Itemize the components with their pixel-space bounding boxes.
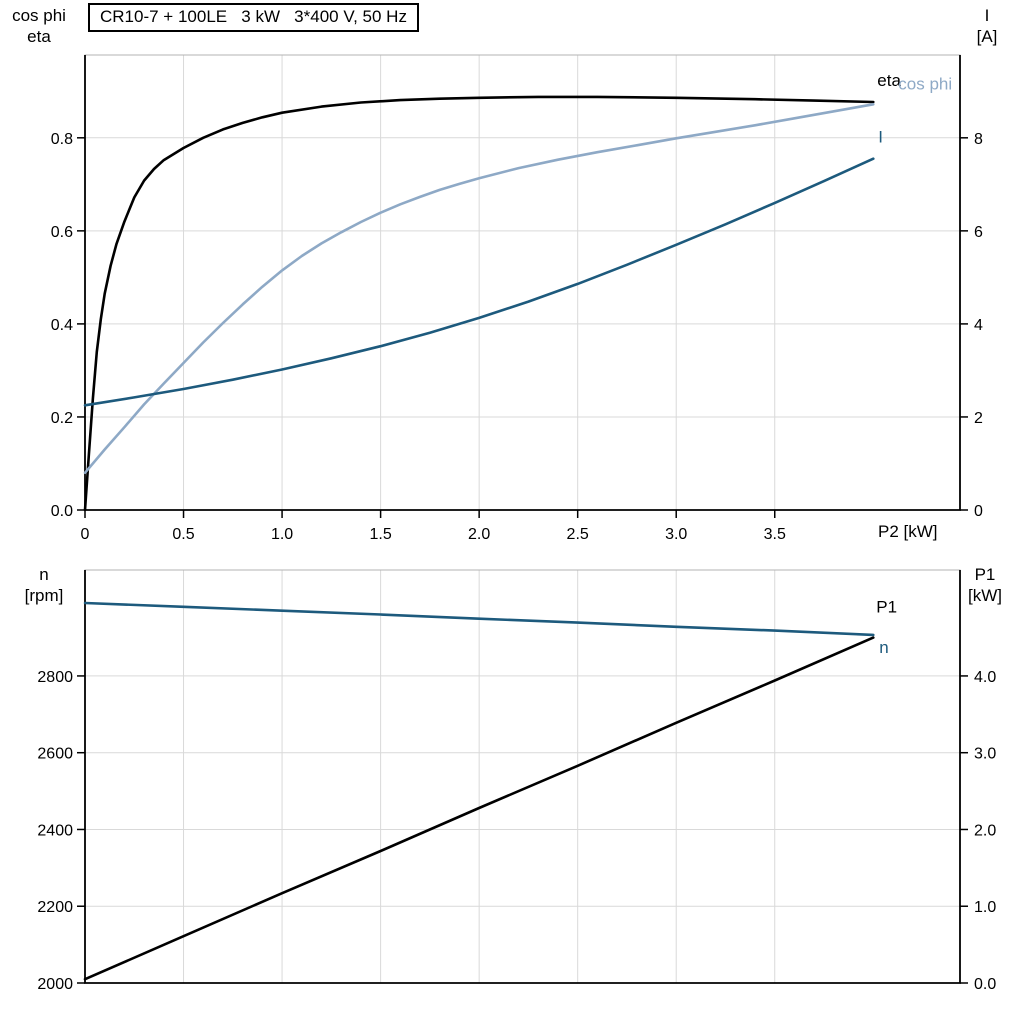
left-tick-label: 2000 bbox=[37, 976, 73, 993]
series-label-P1: P1 bbox=[876, 598, 897, 617]
right-tick-label: 1.0 bbox=[974, 899, 996, 916]
series-label-eta: eta bbox=[877, 71, 901, 90]
series-curve-n bbox=[83, 601, 875, 637]
x-tick-label: 0 bbox=[81, 526, 90, 543]
x-tick-label: 1.0 bbox=[271, 526, 293, 543]
chart-title-box: CR10-7 + 100LE 3 kW 3*400 V, 50 Hz bbox=[88, 3, 419, 32]
left-tick-label: 0.0 bbox=[51, 503, 73, 520]
top-chart-x-axis-title: P2 [kW] bbox=[878, 522, 938, 541]
plot-frame bbox=[84, 54, 961, 511]
right-tick-label: 6 bbox=[974, 224, 983, 241]
x-tick-label: 1.5 bbox=[369, 526, 391, 543]
right-tick-label: 4.0 bbox=[974, 669, 996, 686]
right-tick-label: 0.0 bbox=[974, 976, 996, 993]
x-tick-label: 0.5 bbox=[172, 526, 194, 543]
left-tick-label: 2400 bbox=[37, 822, 73, 839]
left-tick-label: 2200 bbox=[37, 899, 73, 916]
series-curve-cos-phi bbox=[83, 103, 875, 475]
gridlines bbox=[85, 55, 960, 510]
right-tick-label: 4 bbox=[974, 317, 983, 334]
left-tick-label: 2800 bbox=[37, 669, 73, 686]
left-tick-label: 0.4 bbox=[51, 317, 73, 334]
right-tick-label: 2.0 bbox=[974, 822, 996, 839]
left-tick-label: 2600 bbox=[37, 746, 73, 763]
axis-lines bbox=[84, 55, 961, 511]
tick-labels: 0.0 0.2 0.4 0.6 0.8 0 2 4 6 8 0 0.5 1.0 1.5 2.0 2.5 3.0 3… bbox=[51, 131, 983, 543]
x-tick-label: 2.5 bbox=[567, 526, 589, 543]
left-tick-label: 0.6 bbox=[51, 224, 73, 241]
speed-power-curves: 2000 2200 2400 2600 2800 0.0 1.0 2.0 3.0 4.0 n P1 bbox=[37, 569, 996, 993]
top-chart-left-axis-title: cos phi eta bbox=[12, 6, 66, 46]
right-tick-label: 3.0 bbox=[974, 746, 996, 763]
right-tick-label: 2 bbox=[974, 410, 983, 427]
right-tick-label: 0 bbox=[974, 503, 983, 520]
electrical-curves: 0.0 0.2 0.4 0.6 0.8 0 2 4 6 8 0 0.5 1.0 1.5 2.0 2.5 3.0 3… bbox=[51, 54, 983, 543]
bottom-chart-left-axis-title: n [rpm] bbox=[24, 565, 64, 605]
series-curve-eta bbox=[83, 95, 875, 512]
right-tick-label: 8 bbox=[974, 131, 983, 148]
x-tick-label: 3.5 bbox=[764, 526, 786, 543]
left-tick-label: 0.8 bbox=[51, 131, 73, 148]
left-tick-label: 0.2 bbox=[51, 410, 73, 427]
series-label-n: n bbox=[879, 638, 888, 657]
series-curve-P1 bbox=[83, 636, 875, 981]
gridlines bbox=[85, 570, 960, 983]
x-tick-label: 2.0 bbox=[468, 526, 490, 543]
series-label-cos-phi: cos phi bbox=[898, 74, 952, 93]
top-chart-right-axis-title: I [A] bbox=[976, 6, 998, 46]
series-label-I: I bbox=[878, 128, 883, 147]
tick-labels: 2000 2200 2400 2600 2800 0.0 1.0 2.0 3.0 4.0 bbox=[37, 669, 996, 993]
series-curve-I bbox=[83, 157, 875, 407]
bottom-chart-right-axis-title: P1 [kW] bbox=[968, 565, 1002, 605]
axis-lines bbox=[84, 570, 961, 984]
x-tick-label: 3.0 bbox=[665, 526, 687, 543]
